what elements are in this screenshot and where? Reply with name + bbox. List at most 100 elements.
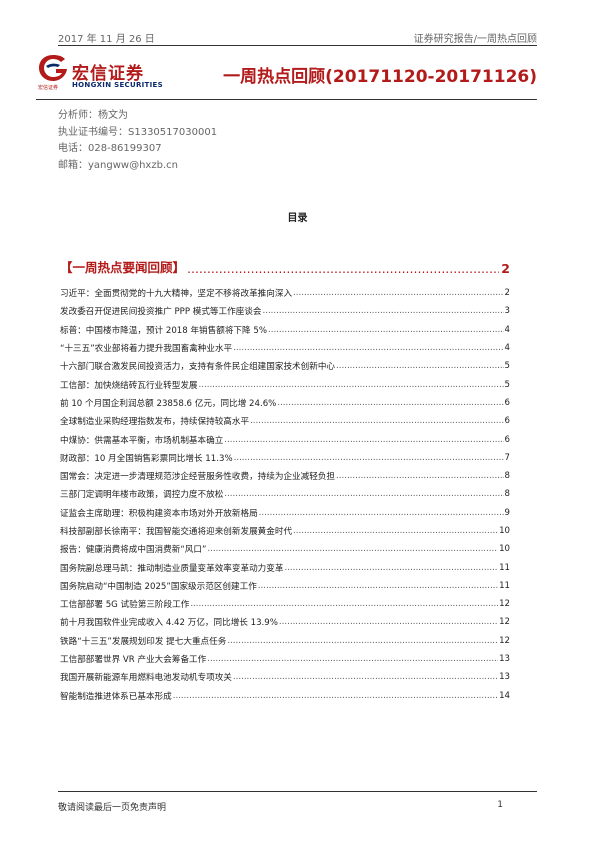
toc-section-heading[interactable]: 【一周热点要闻回顾】 .............................… [60,258,510,276]
toc-item-page: 11 [499,562,510,573]
header-rule [58,45,537,46]
toc-leader-dots: ........................................… [207,654,498,665]
toc-item[interactable]: 标普：中国楼市降温，预计 2018 年销售额将下降 5%............… [60,321,510,339]
toc-item-page: 6 [504,434,510,445]
toc-item-text: 国务院启动“中国制造 2025”国家级示范区创建工作 [60,581,257,592]
logo-mark-icon [39,55,67,81]
toc-item[interactable]: 财政部：10 月全国销售彩票同比增长 11.3%................… [60,449,510,467]
analyst-name: 分析师：杨文为 [58,110,128,121]
toc-item-text: 前十月我国软件业完成收入 4.42 万亿，同比增长 13.9% [60,618,278,629]
toc-item-text: 十六部门联合激发民间投资活力，支持有条件民企组建国家技术创新中心 [60,362,336,373]
toc-section-label: 【一周热点要闻回顾】 [60,260,186,275]
title-rule [36,99,537,100]
toc-item[interactable]: 前十月我国软件业完成收入 4.42 万亿，同比增长 13.9%.........… [60,613,510,631]
toc-leader-dots: ........................................… [233,343,504,354]
toc-leader-dots: ........................................… [172,690,498,701]
toc-leader-dots: ........................................… [278,617,498,628]
toc-item-text: 工信部部署 5G 试验第三阶段工作 [60,600,190,611]
toc-item[interactable]: 国常会：决定进一步清理规范涉企经营服务性收费，持续为企业减轻负担........… [60,467,510,485]
toc-leader-dots: ........................................… [258,507,504,518]
toc-item-text: 习近平：全面贯彻党的十九大精神，坚定不移将改革推向深入 [60,289,293,300]
toc-item[interactable]: 证监会主席助理：积极构建资本市场对外开放新格局.................… [60,504,510,522]
toc-leader-dots: ........................................… [232,672,498,683]
toc-item[interactable]: 习近平：全面贯彻党的十九大精神，坚定不移将改革推向深入.............… [60,284,510,302]
toc-item-text: 中煤协：供需基本平衡，市场机制基本确立 [60,435,224,446]
toc-item[interactable]: 全球制造业采购经理指数发布，持续保持较高水平..................… [60,412,510,430]
toc-item-text: 国务院副总理马凯：推动制造业质量变革效率变革动力变革 [60,563,284,574]
toc-leader-dots: ........................................… [284,562,498,573]
toc-leader-dots: ........................................… [207,544,498,555]
email-address: 邮箱：yangww@hxzb.cn [58,159,178,171]
toc-item-page: 4 [504,343,510,354]
toc-item-text: 国常会：决定进一步清理规范涉企经营服务性收费，持续为企业减轻负担 [60,472,336,483]
toc-item[interactable]: 铁路“十三五”发展规划印发 提七大重点任务...................… [60,632,510,650]
toc-item-page: 6 [504,397,510,408]
toc-item-text: 工信部：加快烧结砖瓦行业转型发展 [60,380,198,391]
toc-item-page: 12 [499,599,510,610]
report-date: 2017 年 11 月 26 日 [58,34,155,45]
toc-item-page: 8 [504,489,510,500]
toc-item-page: 9 [504,507,510,518]
toc-item-page: 12 [499,617,510,628]
toc-item-text: 全球制造业采购经理指数发布，持续保持较高水平 [60,417,250,428]
toc-item-text: 标普：中国楼市降温，预计 2018 年销售额将下降 5% [60,325,267,336]
toc-item-page: 14 [499,690,510,701]
toc-item-page: 2 [504,288,510,299]
toc-item-page: 5 [504,379,510,390]
toc-item-page: 5 [504,361,510,372]
toc-leader-dots: ........................................… [190,599,498,610]
toc-item[interactable]: 前 10 个月国企利润总额 23858.6 亿元，同比增 24.6%......… [60,394,510,412]
toc-item-text: 三部门定调明年楼市政策，调控力度不放松 [60,490,224,501]
toc-item-text: 智能制造推进体系已基本形成 [60,691,172,702]
logo-cn-name: 宏信证券 [72,64,144,84]
toc-item-text: 科技部副部长徐南平：我国智能交通将迎来创新发展黄金时代 [60,527,293,537]
footer-disclaimer[interactable]: 敬请阅读最后一页免责声明 [58,803,167,813]
toc-leader-dots: ........................................… [277,397,503,408]
toc-item[interactable]: 我国开展新能源车用燃料电池发动机专项攻关....................… [60,668,510,686]
footer-page-number: 1 [497,800,503,810]
toc-item[interactable]: 工信部部署 5G 试验第三阶段工作.......................… [60,595,510,613]
toc-leader-dots: ........................................… [293,288,504,299]
logo-small-text: 宏信证券 [38,85,59,91]
toc-item-page: 8 [504,471,510,482]
toc-list: 习近平：全面贯彻党的十九大精神，坚定不移将改革推向深入.............… [60,284,510,705]
toc-item[interactable]: 十六部门联合激发民间投资活力，支持有条件民企组建国家技术创新中心........… [60,357,510,375]
toc-item-text: 财政部：10 月全国销售彩票同比增长 11.3% [60,453,233,464]
toc-item-text: 我国开展新能源车用燃料电池发动机专项攻关 [60,673,232,684]
phone-number: 电话：028-86199307 [58,143,162,154]
toc-item-page: 11 [499,580,510,591]
report-title: 一周热点回顾(20171120-20171126) [223,67,537,87]
toc-item-page: 10 [499,526,510,536]
toc-item-text: 报告：健康消费将成中国消费新“风口” [60,545,207,556]
toc-item[interactable]: “十三五”农业部将着力提升我国畜禽种业水平...................… [60,339,510,357]
toc-item-text: 证监会主席助理：积极构建资本市场对外开放新格局 [60,508,258,519]
toc-leader-dots: ........................................… [250,416,504,427]
toc-item[interactable]: 智能制造推进体系已基本形成...........................… [60,687,510,705]
toc-item-text: 工信部部署世界 VR 产业大会筹备工作 [60,655,207,666]
toc-item-text: “十三五”农业部将着力提升我国畜禽种业水平 [60,344,233,355]
toc-item[interactable]: 工信部部署世界 VR 产业大会筹备工作.....................… [60,650,510,668]
toc-item[interactable]: 工信部：加快烧结砖瓦行业转型发展........................… [60,375,510,393]
toc-leader-dots: ........................................… [227,635,498,646]
toc-leader-dots: ........................................… [267,324,504,335]
toc-item[interactable]: 报告：健康消费将成中国消费新“风口”......................… [60,540,510,558]
toc-leader-dots: ........................................… [224,434,503,445]
toc-leader-dots: ........................................… [187,261,499,276]
toc-leader-dots: ........................................… [257,580,499,591]
toc-item-page: 6 [504,416,510,427]
toc-leader-dots: ........................................… [336,471,504,482]
toc-item-page: 13 [499,672,510,683]
toc-item[interactable]: 发改委召开促进民间投资推广 PPP 模式等工作座谈会..............… [60,302,510,320]
toc-item[interactable]: 科技部副部长徐南平：我国智能交通将迎来创新发展黄金时代.............… [60,522,510,540]
report-category: 证券研究报告/一周热点回顾 [413,34,537,45]
toc-leader-dots: ........................................… [336,361,504,372]
toc-item-text: 发改委召开促进民间投资推广 PPP 模式等工作座谈会 [60,307,262,318]
toc-item-page: 10 [499,544,510,555]
toc-item[interactable]: 三部门定调明年楼市政策，调控力度不放松.....................… [60,485,510,503]
toc-item-text: 铁路“十三五”发展规划印发 提七大重点任务 [60,636,227,647]
toc-item[interactable]: 国务院副总理马凯：推动制造业质量变革效率变革动力变革..............… [60,558,510,576]
toc-item[interactable]: 中煤协：供需基本平衡，市场机制基本确立.....................… [60,430,510,448]
toc-item-page: 3 [504,306,510,317]
toc-item[interactable]: 国务院启动“中国制造 2025”国家级示范区创建工作..............… [60,577,510,595]
toc-item-page: 4 [504,324,510,335]
